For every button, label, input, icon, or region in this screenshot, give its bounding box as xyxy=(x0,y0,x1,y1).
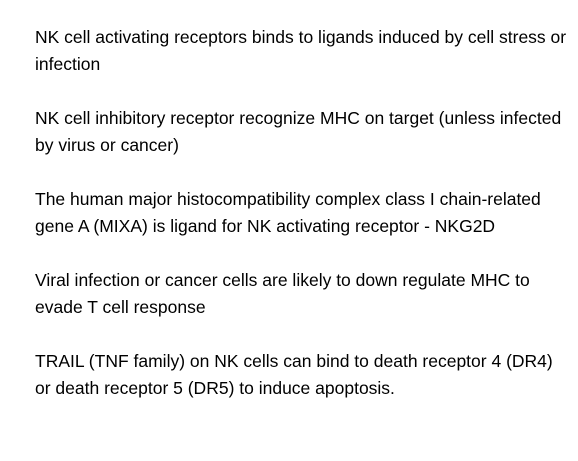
paragraph-viral-infection-mhc-downregulation: Viral infection or cancer cells are like… xyxy=(35,270,530,317)
paragraph-trail-death-receptors: TRAIL (TNF family) on NK cells can bind … xyxy=(35,351,553,398)
paragraph-nk-activating-receptors: NK cell activating receptors binds to li… xyxy=(35,27,567,74)
paragraph-mhc-class-i-chain-related-gene: The human major histocompatibility compl… xyxy=(35,189,541,236)
document-body: NK cell activating receptors binds to li… xyxy=(35,24,570,402)
paragraph-nk-inhibitory-receptor: NK cell inhibitory receptor recognize MH… xyxy=(35,108,562,155)
